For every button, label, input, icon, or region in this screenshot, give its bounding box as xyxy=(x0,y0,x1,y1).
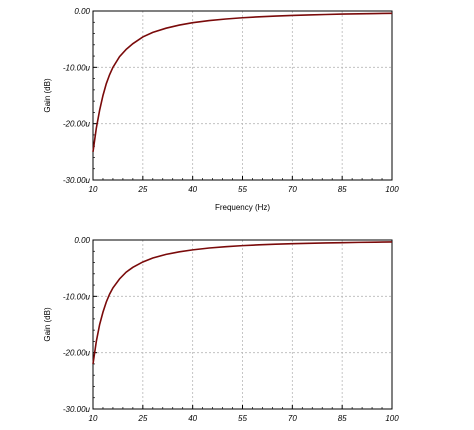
x-tick-label: 10 xyxy=(89,414,98,423)
series-line xyxy=(92,12,393,152)
bottom-gain-chart: 10 25 40 55 70 85 100 0.00 -10.00u -20.00u -30.00u… xyxy=(43,236,399,423)
y-tick-label: -10.00u xyxy=(63,292,91,301)
y-axis-label: Gain (dB) xyxy=(43,78,52,113)
y-tick-label: -30.00u xyxy=(63,176,91,185)
x-tick-label: 100 xyxy=(385,414,399,423)
series-line xyxy=(92,241,393,365)
x-axis-label: Frequency (Hz) xyxy=(215,203,270,212)
x-tick-label: 25 xyxy=(137,185,147,194)
x-tick-label: 55 xyxy=(238,414,247,423)
x-tick-label: 10 xyxy=(89,185,98,194)
y-tick-label: -20.00u xyxy=(63,120,91,129)
y-tick-label: -30.00u xyxy=(63,405,91,414)
x-tick-label: 25 xyxy=(137,414,147,423)
x-tick-label: 70 xyxy=(288,185,297,194)
top-gain-chart: 10 25 40 55 70 85 100 0.00 -10.00u -20.00u -30.00u… xyxy=(43,7,399,212)
y-axis-label: Gain (dB) xyxy=(43,307,52,342)
x-tick-label: 85 xyxy=(338,414,347,423)
x-tick-label: 85 xyxy=(338,185,347,194)
x-tick-label: 40 xyxy=(188,185,197,194)
x-tick-label: 70 xyxy=(288,414,297,423)
x-tick-label: 40 xyxy=(188,414,197,423)
x-tick-label: 55 xyxy=(238,185,247,194)
y-tick-label: -20.00u xyxy=(63,349,91,358)
x-tick-label: 100 xyxy=(385,185,399,194)
y-tick-label: -10.00u xyxy=(63,63,91,72)
y-tick-label: 0.00 xyxy=(74,236,90,245)
y-tick-label: 0.00 xyxy=(74,7,90,16)
